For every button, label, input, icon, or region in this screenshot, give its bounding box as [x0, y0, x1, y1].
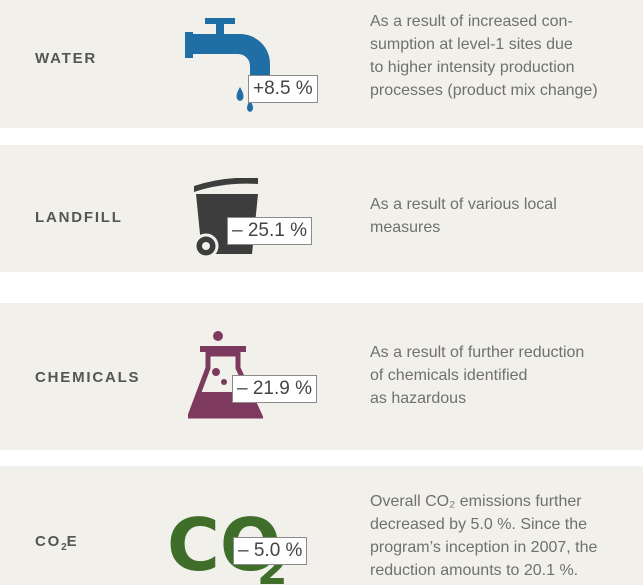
- change-box: – 25.1 %: [227, 217, 312, 245]
- row-label: LANDFILL: [35, 209, 123, 226]
- description: Overall CO₂ emissions further decreased …: [370, 490, 597, 582]
- description-line: As a result of further reduction: [370, 344, 585, 361]
- description-line: decreased by 5.0 %. Since the: [370, 516, 588, 533]
- description-line: of chemicals identified: [370, 367, 528, 384]
- change-box: – 21.9 %: [232, 375, 317, 403]
- change-box: +8.5 %: [248, 75, 318, 103]
- row-label: CO2E: [35, 533, 78, 553]
- description-line: processes (product mix change): [370, 82, 598, 99]
- description-line: as hazardous: [370, 390, 467, 407]
- description-line: reduction amounts to 20.1 %.: [370, 562, 579, 579]
- change-box: – 5.0 %: [233, 537, 308, 565]
- row-label: CHEMICALS: [35, 369, 141, 386]
- description-line: sumption at level-1 sites due: [370, 36, 573, 53]
- description-line: As a result of various local: [370, 196, 557, 213]
- description: As a result of various local measures: [370, 193, 557, 239]
- label-subscript: 2: [61, 542, 67, 553]
- row-panel: [0, 145, 643, 272]
- row-label: WATER: [35, 50, 98, 67]
- description: As a result of increased con- sumption a…: [370, 10, 598, 102]
- description-line: measures: [370, 219, 441, 236]
- description-line: program’s inception in 2007, the: [370, 539, 598, 556]
- row-panel: [0, 303, 643, 450]
- label-part: CO: [35, 533, 62, 550]
- description-line: Overall CO₂ emissions further: [370, 493, 582, 510]
- description-line: to higher intensity production: [370, 59, 575, 76]
- label-part: E: [66, 533, 79, 550]
- description-line: As a result of increased con-: [370, 13, 573, 30]
- row-panel: [0, 466, 643, 585]
- description: As a result of further reduction of chem…: [370, 341, 584, 410]
- row-panel: [0, 0, 643, 128]
